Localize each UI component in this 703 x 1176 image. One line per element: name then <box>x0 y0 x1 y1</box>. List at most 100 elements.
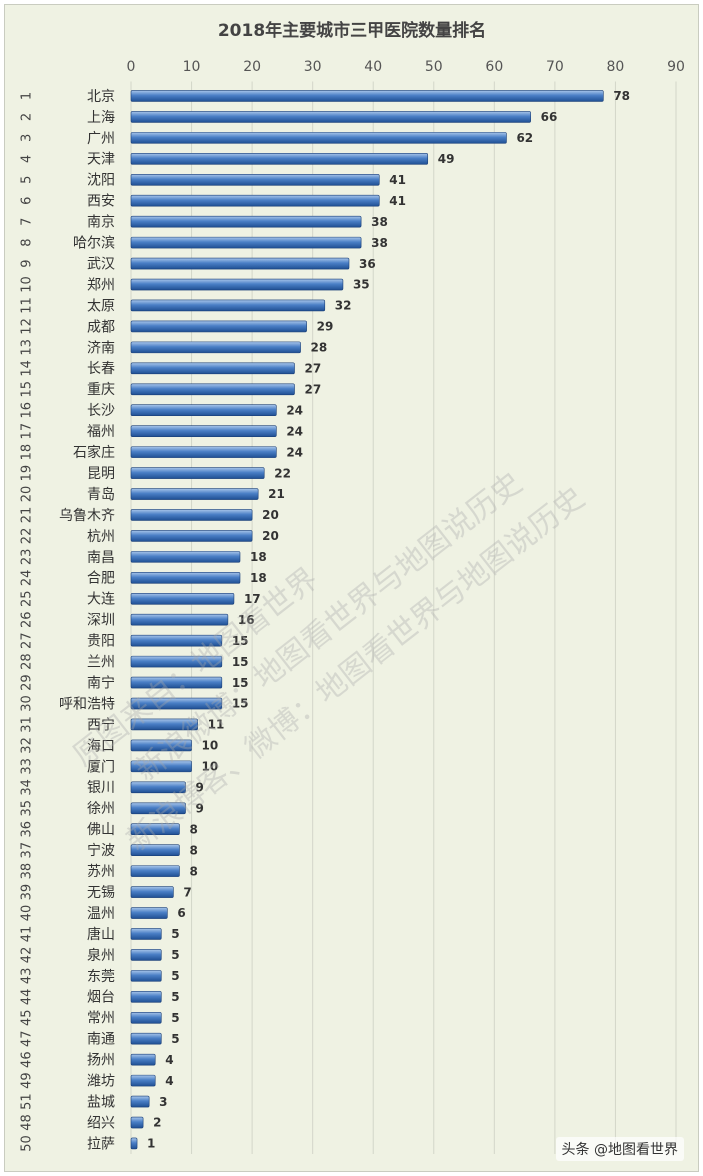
rank-label: 33 <box>20 758 35 775</box>
value-label: 41 <box>389 173 406 187</box>
value-label: 27 <box>305 382 322 396</box>
rank-label: 31 <box>20 716 35 733</box>
bar <box>130 215 362 228</box>
bar <box>130 970 162 982</box>
category-label: 南京 <box>87 215 115 231</box>
value-label: 18 <box>250 550 267 564</box>
bar-chart: 2018年主要城市三甲医院数量排名 0 10 20 30 40 50 60 70 80 90 12… <box>20 20 685 1154</box>
category-label: 绍兴 <box>87 1115 115 1131</box>
rank-label: 6 <box>20 197 35 205</box>
value-label: 17 <box>244 592 261 606</box>
bar <box>130 592 235 605</box>
rank-label: 50 <box>20 1135 35 1152</box>
category-label: 武汉 <box>87 256 115 272</box>
bar <box>130 90 604 102</box>
value-label: 35 <box>353 278 370 292</box>
value-label: 24 <box>286 424 303 438</box>
value-label: 5 <box>171 927 179 941</box>
bar <box>130 1095 150 1108</box>
category-label: 南昌 <box>87 550 115 566</box>
bar <box>130 132 507 144</box>
rank-label: 41 <box>20 926 35 943</box>
category-label: 济南 <box>87 340 115 356</box>
category-labels: 北京上海广州天津沈阳西安南京哈尔滨武汉郑州太原成都济南长春重庆长沙福州石家庄昆明… <box>59 89 115 1153</box>
bar <box>130 299 326 312</box>
bar <box>130 153 429 165</box>
value-label: 41 <box>389 194 406 208</box>
category-label: 长沙 <box>87 403 115 419</box>
category-label: 深圳 <box>87 613 115 629</box>
rank-label: 29 <box>20 674 35 691</box>
bar <box>130 173 380 186</box>
category-label: 郑州 <box>87 277 115 293</box>
rank-label: 24 <box>20 570 35 587</box>
rank-label: 44 <box>20 989 35 1006</box>
rank-label: 34 <box>20 779 35 796</box>
category-label: 无锡 <box>87 885 115 901</box>
chart-title: 2018年主要城市三甲医院数量排名 <box>218 20 486 41</box>
bar <box>130 865 180 877</box>
bar <box>130 718 198 731</box>
x-tick-label: 60 <box>485 59 503 75</box>
category-label: 唐山 <box>87 926 115 943</box>
rank-label: 20 <box>20 486 35 503</box>
value-label: 32 <box>335 299 352 313</box>
rank-label: 38 <box>20 863 35 880</box>
rank-label: 8 <box>20 238 35 246</box>
category-label: 西安 <box>87 194 115 210</box>
bar <box>130 655 223 668</box>
bar <box>130 362 295 375</box>
rank-label: 7 <box>20 218 35 226</box>
value-label: 6 <box>177 906 185 920</box>
rank-label: 49 <box>20 1072 35 1089</box>
value-label: 49 <box>438 152 455 166</box>
rank-label: 16 <box>20 402 35 419</box>
rank-label: 36 <box>20 821 35 838</box>
bar <box>130 383 295 396</box>
value-label: 20 <box>262 508 279 522</box>
category-label: 北京 <box>87 89 115 105</box>
rank-label: 46 <box>20 1051 35 1068</box>
rank-label: 17 <box>20 423 35 440</box>
bar <box>130 613 229 626</box>
category-label: 西宁 <box>87 716 115 733</box>
value-label: 15 <box>232 676 249 690</box>
rank-label: 12 <box>20 318 35 335</box>
value-label: 8 <box>189 864 197 878</box>
rank-label: 18 <box>20 444 35 461</box>
bar <box>130 488 259 500</box>
rank-label: 28 <box>20 653 35 670</box>
x-tick-label: 0 <box>127 59 136 75</box>
rank-label: 27 <box>20 632 35 649</box>
x-tick-label: 20 <box>243 59 261 75</box>
bar <box>130 111 531 123</box>
rank-label: 15 <box>20 381 35 398</box>
value-label: 9 <box>196 781 204 795</box>
bars <box>130 90 604 1150</box>
bar <box>130 634 223 647</box>
category-label: 银川 <box>87 780 115 796</box>
credit-label: 头条 @地图看世界 <box>555 1137 684 1161</box>
bar <box>130 802 186 815</box>
rank-label: 4 <box>20 155 35 163</box>
bar <box>130 781 186 794</box>
bar <box>130 257 350 270</box>
bar <box>130 1116 144 1129</box>
value-label: 10 <box>202 739 219 753</box>
category-label: 拉萨 <box>87 1136 115 1152</box>
value-label: 38 <box>371 236 388 250</box>
category-label: 太原 <box>87 298 115 314</box>
x-tick-label: 80 <box>607 59 625 75</box>
bar <box>130 467 265 479</box>
category-label: 泉州 <box>87 947 115 964</box>
bar <box>130 676 223 689</box>
category-label: 海口 <box>87 738 115 754</box>
category-label: 佛山 <box>87 822 115 838</box>
category-label: 徐州 <box>87 801 115 817</box>
value-label: 5 <box>171 990 179 1004</box>
category-label: 合肥 <box>87 571 115 587</box>
category-label: 厦门 <box>87 759 115 775</box>
category-label: 沈阳 <box>87 173 115 189</box>
rank-label: 48 <box>20 1114 35 1131</box>
